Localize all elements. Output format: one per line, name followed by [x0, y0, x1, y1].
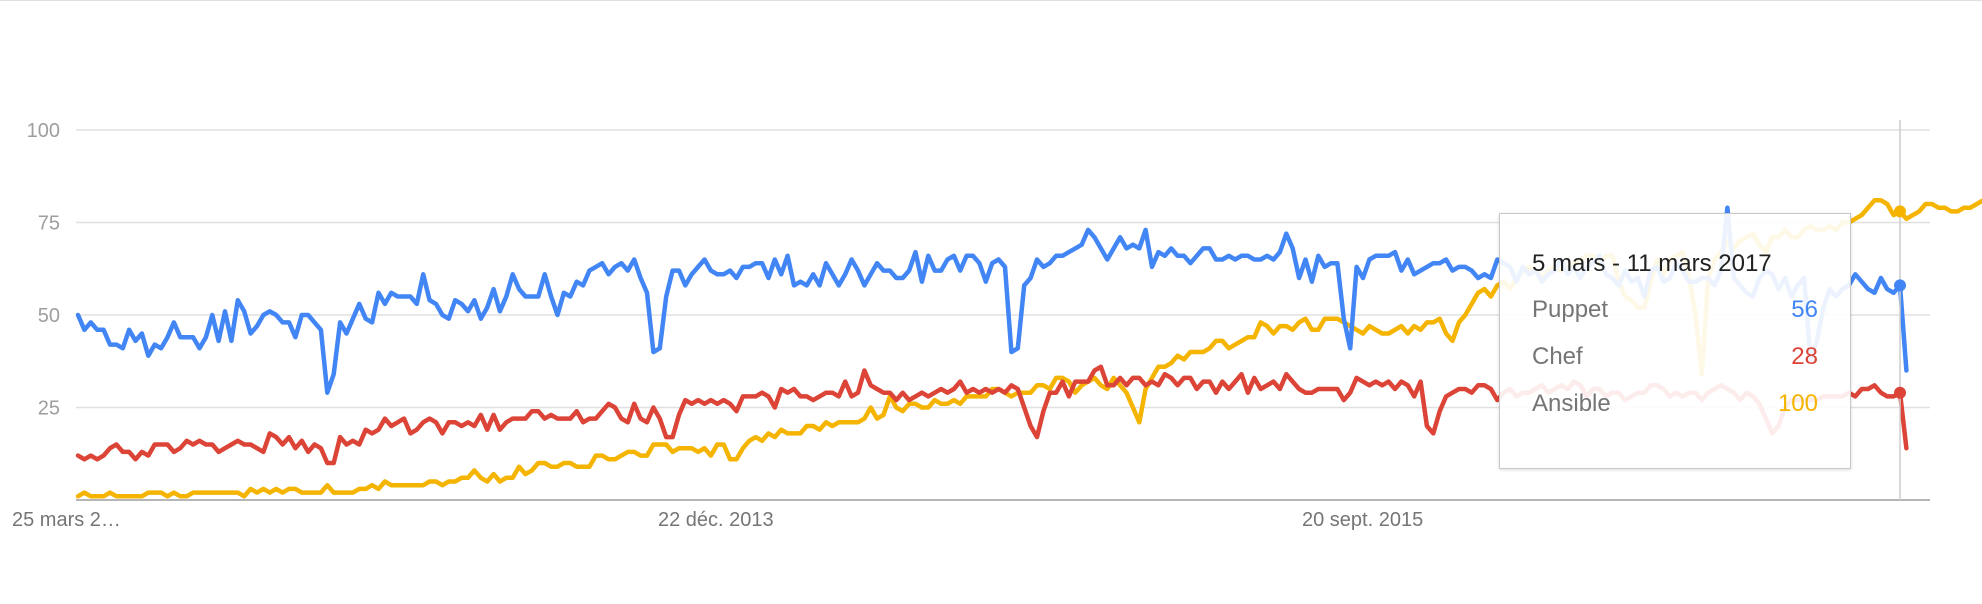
y-tick-label: 100	[27, 120, 60, 142]
tooltip-row-chef: Chef 28	[1532, 343, 1818, 373]
tooltip-row-ansible: Ansible 100	[1532, 390, 1818, 420]
tooltip-row-puppet: Puppet 56	[1532, 296, 1818, 326]
tooltip-series-value: 100	[1777, 390, 1818, 417]
x-tick-label: 20 sept. 2015	[1302, 509, 1423, 531]
x-tick-label: 22 déc. 2013	[658, 509, 774, 531]
tooltip-series-name: Puppet	[1532, 296, 1609, 323]
hover-point-ansible	[1894, 205, 1907, 218]
tooltip-series-name: Chef	[1532, 343, 1583, 370]
y-tick-label: 75	[38, 213, 60, 235]
hover-point-puppet	[1894, 279, 1907, 292]
hover-indicator	[1894, 120, 1907, 500]
x-tick-label: 25 mars 2…	[12, 509, 121, 531]
tooltip-series-value: 28	[1791, 343, 1818, 370]
tooltip-title: 5 mars - 11 mars 2017	[1532, 250, 1772, 277]
y-tick-label: 50	[38, 305, 60, 327]
top-border	[0, 0, 1982, 1]
y-tick-label: 25	[38, 398, 60, 420]
x-axis: 25 mars 2… 22 déc. 2013 20 sept. 2015	[12, 499, 1930, 531]
hover-point-chef	[1894, 386, 1907, 399]
y-axis-labels: 25 50 75 100	[27, 120, 60, 420]
chart-tooltip: 5 mars - 11 mars 2017 Puppet 56 Chef 28 …	[1499, 213, 1851, 469]
tooltip-series-value: 56	[1791, 296, 1818, 323]
tooltip-series-name: Ansible	[1532, 390, 1611, 417]
